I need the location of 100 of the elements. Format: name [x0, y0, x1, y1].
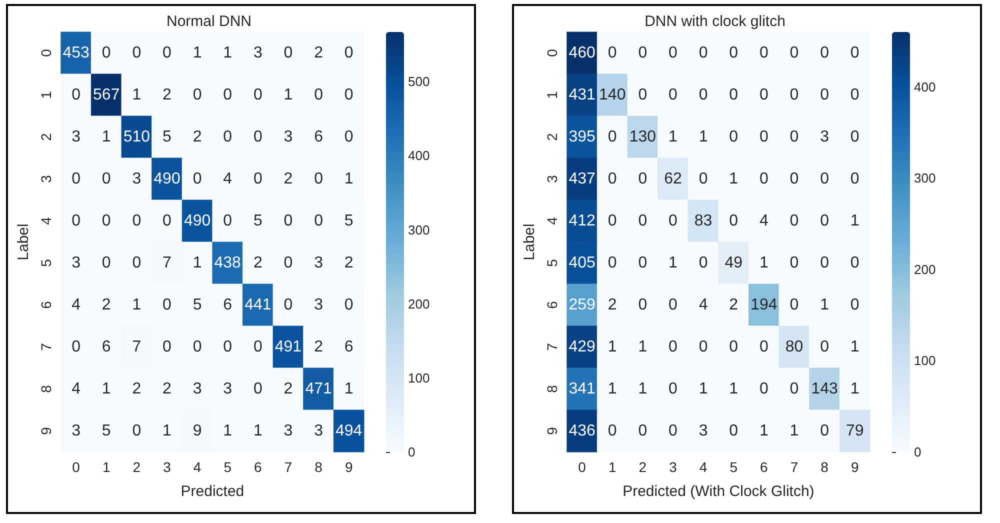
data-label: 3 [223, 380, 232, 398]
data-label: 2 [102, 296, 111, 314]
color-bar-label: 200 [408, 296, 430, 312]
data-label: 0 [638, 170, 648, 188]
y-tick-label: 7 [544, 342, 560, 351]
data-label: 6 [344, 338, 354, 356]
y-tick-label: 3 [38, 174, 54, 183]
data-label: 2 [314, 44, 324, 62]
data-label: 1 [668, 254, 678, 272]
data-label: 0 [132, 212, 142, 230]
data-label: 0 [790, 212, 799, 230]
color-bar-label: 400 [408, 148, 430, 164]
data-label: 4 [72, 296, 81, 314]
data-label: 1 [608, 338, 617, 356]
data-label: 3 [698, 422, 708, 440]
data-label: 0 [638, 86, 648, 104]
y-tick-label: 5 [38, 258, 54, 267]
data-label: 0 [314, 170, 324, 188]
data-label: 49 [724, 254, 743, 272]
data-label: 2 [729, 296, 738, 314]
data-label: 0 [820, 254, 830, 272]
data-label: 0 [223, 86, 232, 104]
data-label: 0 [192, 170, 202, 188]
color-bar-label: 400 [914, 79, 936, 94]
data-label: 2 [132, 380, 142, 398]
data-label: 0 [253, 338, 262, 356]
data-label: 0 [608, 128, 617, 146]
data-label: 2 [314, 338, 324, 356]
data-label: 1 [284, 86, 293, 104]
data-label: 0 [759, 170, 768, 188]
data-label: 0 [253, 170, 262, 188]
data-label: 140 [599, 86, 626, 104]
data-label: 460 [568, 44, 596, 62]
data-label: 0 [729, 44, 738, 62]
data-label: 80 [785, 338, 804, 356]
x-tick-label: 9 [850, 459, 859, 475]
data-label: 490 [154, 170, 180, 188]
data-label: 3 [192, 380, 202, 398]
data-label: 0 [344, 44, 354, 62]
data-label: 0 [344, 128, 354, 146]
data-label: 4 [223, 170, 232, 188]
data-label: 194 [750, 296, 778, 314]
data-label: 0 [790, 254, 799, 272]
data-label: 0 [759, 380, 768, 398]
data-label: 0 [102, 170, 111, 188]
data-label: 62 [664, 170, 682, 188]
x-tick-label: 0 [578, 459, 586, 475]
data-label: 0 [223, 212, 232, 230]
data-label: 0 [162, 296, 172, 314]
x-tick-label: 5 [730, 459, 738, 475]
data-label: 0 [608, 212, 617, 230]
data-label: 1 [162, 422, 172, 440]
data-label: 2 [192, 128, 202, 146]
x-tick-label: 2 [132, 459, 141, 475]
data-label: 0 [638, 254, 648, 272]
data-label: 0 [608, 44, 617, 62]
data-label: 0 [698, 86, 708, 104]
data-label: 5 [344, 212, 354, 230]
data-label: 5 [253, 212, 262, 230]
y-tick-label: 1 [544, 90, 560, 99]
data-label: 0 [729, 212, 738, 230]
data-label: 2 [284, 380, 293, 398]
chart-title: DNN with clock glitch [644, 13, 786, 30]
data-label: 1 [102, 380, 111, 398]
chart-title: Normal DNN [166, 13, 252, 30]
data-label: 259 [568, 296, 596, 314]
data-label: 7 [132, 338, 142, 356]
data-label: 0 [759, 128, 768, 146]
y-tick-label: 9 [38, 426, 54, 435]
data-label: 1 [638, 380, 648, 398]
data-label: 0 [668, 296, 678, 314]
y-tick-label: 3 [544, 174, 560, 183]
data-label: 6 [314, 128, 324, 146]
x-tick-label: 4 [193, 459, 202, 475]
x-tick-label: 4 [699, 459, 708, 475]
data-label: 0 [759, 338, 768, 356]
data-label: 0 [790, 86, 799, 104]
data-label: 1 [729, 380, 738, 398]
data-label: 567 [93, 86, 120, 104]
data-label: 3 [314, 254, 324, 272]
data-label: 0 [608, 422, 617, 440]
data-label: 0 [72, 86, 81, 104]
data-label: 0 [668, 338, 678, 356]
data-label: 494 [335, 422, 362, 440]
data-label: 5 [192, 296, 202, 314]
data-label: 0 [698, 338, 708, 356]
data-label: 1 [638, 338, 648, 356]
data-label: 0 [284, 44, 293, 62]
data-label: 3 [72, 254, 81, 272]
data-label: 1 [192, 254, 202, 272]
x-tick-label: 7 [790, 459, 798, 475]
y-tick-label: 7 [38, 342, 54, 351]
data-label: 0 [820, 212, 830, 230]
data-label: 1 [850, 212, 860, 230]
data-label: 1 [698, 380, 708, 398]
data-label: 1 [668, 128, 678, 146]
x-tick-label: 3 [669, 459, 678, 475]
data-label: 3 [284, 422, 293, 440]
color-bar-label: 100 [408, 370, 430, 386]
data-label: 0 [729, 338, 738, 356]
